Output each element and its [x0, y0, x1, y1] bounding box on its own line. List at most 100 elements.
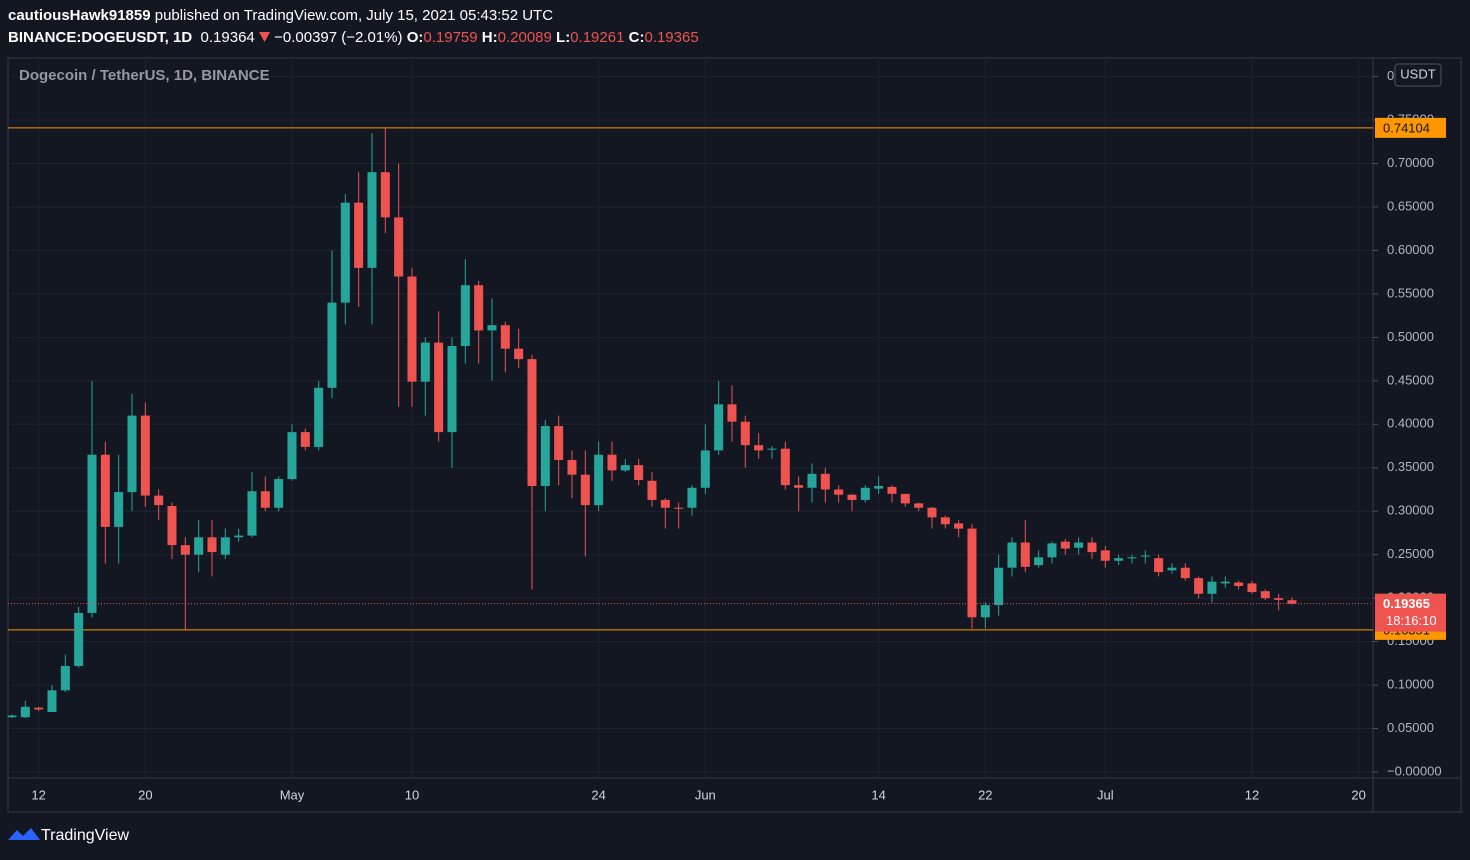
x-tick-label: Jul	[1097, 787, 1114, 802]
candle-body	[140, 415, 150, 496]
logo: TradingView	[8, 827, 129, 844]
c-label: C:	[628, 29, 645, 46]
candle-body	[1007, 542, 1017, 568]
candle-body	[794, 485, 804, 488]
candle-body	[620, 465, 630, 471]
candle-body	[634, 465, 644, 480]
candle-body	[114, 492, 124, 527]
candle-body	[207, 537, 217, 553]
candle-body	[1247, 583, 1257, 593]
candle-body	[34, 707, 44, 710]
currency: USDT	[1400, 66, 1435, 81]
candle-body	[980, 605, 990, 618]
y-tick-label: 0.70000	[1387, 155, 1434, 170]
chart-title: Dogecoin / TetherUS, 1D, BINANCE	[19, 67, 270, 84]
l-value: 0.19261	[570, 29, 625, 46]
candle-body	[1154, 558, 1164, 573]
x-tick-label: Jun	[695, 787, 716, 802]
x-tick-label: 24	[591, 787, 605, 802]
candle-body	[460, 285, 470, 347]
x-tick-label: 12	[31, 787, 45, 802]
o-value: 0.19759	[423, 29, 478, 46]
candle-body	[394, 217, 404, 277]
candle-body	[260, 491, 270, 508]
candle-body	[1234, 582, 1244, 586]
candle-body	[87, 454, 97, 613]
candle-body	[1074, 542, 1084, 548]
candle-body	[927, 507, 937, 518]
x-tick-label: 10	[405, 787, 419, 802]
candle-body	[327, 302, 337, 388]
candle-body	[1180, 567, 1190, 579]
candle-body	[567, 459, 577, 475]
candle-body	[767, 448, 777, 450]
candle-body	[647, 480, 657, 500]
y-tick-label: 0.25000	[1387, 546, 1434, 561]
candle-body	[1100, 550, 1110, 561]
candle-body	[60, 665, 70, 691]
y-tick-label: 0.35000	[1387, 459, 1434, 474]
candle-body	[967, 528, 977, 618]
candle-body	[340, 202, 350, 303]
candle-body	[1274, 598, 1284, 600]
candle-body	[367, 172, 377, 268]
x-tick-label: May	[280, 787, 305, 802]
x-tick-label: 22	[978, 787, 992, 802]
candle-body	[820, 473, 830, 490]
candle-body	[900, 493, 910, 504]
h-label: H:	[481, 29, 498, 46]
candle-body	[580, 474, 590, 506]
candle-body	[220, 537, 230, 555]
candle-body	[247, 491, 257, 536]
symbol: BINANCE:DOGEUSDT, 1D	[8, 29, 193, 46]
candle-body	[1047, 543, 1057, 558]
author: cautiousHawk91859	[8, 7, 151, 24]
candle-body	[1034, 557, 1044, 566]
candle-body	[20, 706, 30, 718]
candle-body	[714, 404, 724, 451]
candle-body	[1140, 555, 1150, 557]
level-label: 0.74104	[1383, 120, 1430, 135]
y-tick-label: 0.65000	[1387, 198, 1434, 213]
candle-body	[807, 473, 817, 488]
candle-body	[607, 454, 617, 471]
candle-body	[1260, 591, 1270, 599]
currency-badge	[1394, 63, 1442, 87]
candle-body	[727, 404, 737, 422]
candle-body	[300, 432, 310, 447]
candle-body	[1060, 541, 1070, 549]
candle-body	[274, 479, 284, 508]
candle-body	[154, 495, 164, 506]
change: −0.00397 (−2.01%)	[274, 29, 403, 46]
candle-body	[474, 285, 484, 331]
last-price-label: 0.19365	[1383, 596, 1430, 611]
candle-body	[834, 489, 844, 495]
candle-body	[780, 448, 790, 486]
candle-body	[740, 421, 750, 446]
candle-body	[874, 486, 884, 489]
l-label: L:	[556, 29, 571, 46]
candle-body	[940, 517, 950, 525]
candle-body	[420, 342, 430, 382]
candle-body	[1194, 578, 1204, 594]
candle-body	[500, 325, 510, 349]
y-tick-label: 0.40000	[1387, 416, 1434, 431]
candle-body	[994, 567, 1004, 606]
candle-body	[287, 432, 297, 480]
candle-body	[167, 506, 177, 546]
candle-body	[380, 172, 390, 218]
candle-body	[527, 359, 537, 487]
candle-body	[127, 415, 137, 493]
y-tick-label: 0.05000	[1387, 720, 1434, 735]
candle-body	[234, 535, 244, 538]
candle-body	[860, 487, 870, 500]
last-price: 0.19364	[200, 29, 255, 46]
last-price-badge	[1375, 593, 1446, 632]
y-tick-label: 0	[1387, 68, 1394, 83]
x-tick-label: 20	[138, 787, 152, 802]
candle-body	[554, 426, 564, 460]
candle-body	[1287, 600, 1297, 604]
candle-body	[180, 545, 190, 555]
